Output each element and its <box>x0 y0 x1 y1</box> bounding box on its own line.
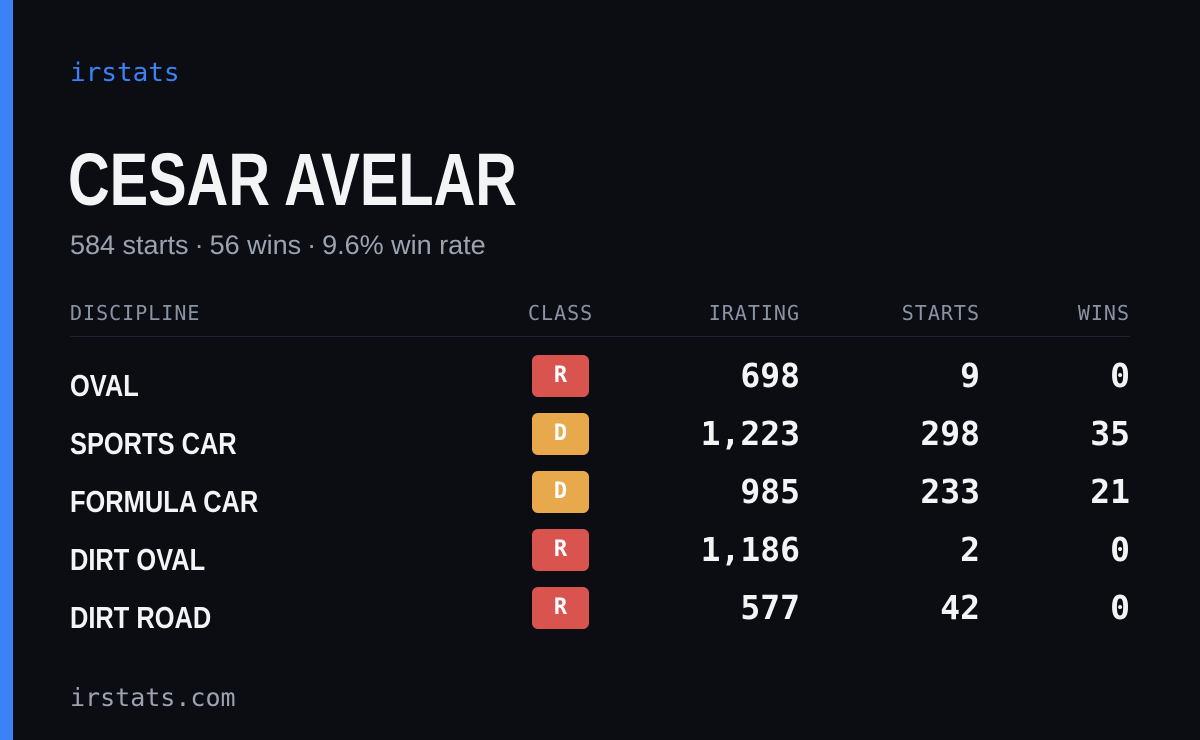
summary-wins: 56 wins <box>209 230 302 260</box>
starts-value: 298 <box>920 414 980 453</box>
irating-value: 1,186 <box>700 530 800 569</box>
irating-value: 985 <box>740 472 800 511</box>
starts-value: 9 <box>960 356 980 395</box>
accent-bar <box>0 0 13 740</box>
class-badge: R <box>532 529 589 571</box>
starts-value: 2 <box>960 530 980 569</box>
discipline-name: OVAL <box>70 368 139 403</box>
starts-value: 42 <box>940 588 980 627</box>
discipline-name: SPORTS CAR <box>70 426 237 461</box>
irating-value: 1,223 <box>700 414 800 453</box>
driver-name: CESAR AVELAR <box>68 138 517 221</box>
table-header: DISCIPLINE CLASS IRATING STARTS WINS <box>70 296 1130 337</box>
footer-url: irstats.com <box>70 683 236 712</box>
summary-win-rate: 9.6% win rate <box>322 230 486 260</box>
class-badge: R <box>532 587 589 629</box>
header-wins: WINS <box>1077 301 1130 325</box>
summary-separator: · <box>194 230 204 260</box>
summary-separator: · <box>307 230 317 260</box>
wins-value: 35 <box>1090 414 1130 453</box>
class-badge: D <box>532 413 589 455</box>
irating-value: 577 <box>740 588 800 627</box>
brand-logo: irstats <box>70 58 180 88</box>
wins-value: 0 <box>1110 530 1130 569</box>
starts-value: 233 <box>920 472 980 511</box>
table-row: OVAL R 698 9 0 <box>70 353 1130 411</box>
table-row: SPORTS CAR D 1,223 298 35 <box>70 411 1130 469</box>
class-badge: D <box>532 471 589 513</box>
table-row: DIRT ROAD R 577 42 0 <box>70 585 1130 643</box>
header-starts: STARTS <box>901 301 980 325</box>
header-irating: IRATING <box>708 301 800 325</box>
wins-value: 21 <box>1090 472 1130 511</box>
header-class: CLASS <box>528 301 594 325</box>
driver-summary: 584 starts · 56 wins · 9.6% win rate <box>70 228 486 262</box>
wins-value: 0 <box>1110 588 1130 627</box>
header-discipline: DISCIPLINE <box>70 301 201 325</box>
summary-starts: 584 starts <box>70 230 189 260</box>
discipline-name: DIRT OVAL <box>70 542 206 577</box>
discipline-table: DISCIPLINE CLASS IRATING STARTS WINS OVA… <box>70 296 1130 643</box>
table-row: FORMULA CAR D 985 233 21 <box>70 469 1130 527</box>
discipline-name: FORMULA CAR <box>70 484 259 519</box>
table-body: OVAL R 698 9 0 SPORTS CAR D 1,223 298 35 FORMULA C… <box>70 353 1130 643</box>
discipline-name: DIRT ROAD <box>70 600 212 635</box>
irating-value: 698 <box>740 356 800 395</box>
class-badge: R <box>532 355 589 397</box>
wins-value: 0 <box>1110 356 1130 395</box>
table-row: DIRT OVAL R 1,186 2 0 <box>70 527 1130 585</box>
